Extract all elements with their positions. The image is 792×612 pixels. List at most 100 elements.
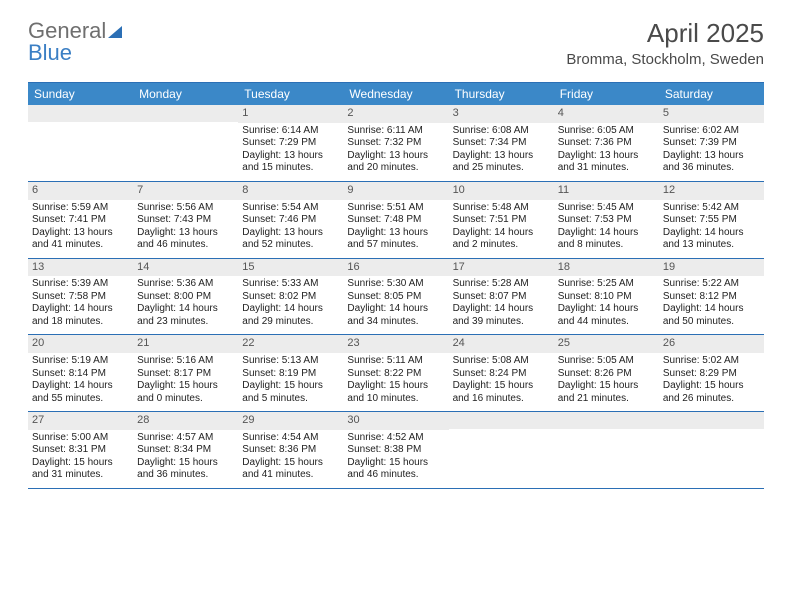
location-text: Bromma, Stockholm, Sweden <box>566 51 764 68</box>
logo-triangle-icon <box>108 26 122 38</box>
sunrise-text: Sunrise: 5:51 AM <box>347 202 444 215</box>
sunrise-text: Sunrise: 4:52 AM <box>347 432 444 445</box>
sunrise-text: Sunrise: 5:39 AM <box>32 278 129 291</box>
sunset-text: Sunset: 7:32 PM <box>347 137 444 150</box>
day-cell <box>659 412 764 488</box>
sunset-text: Sunset: 8:14 PM <box>32 368 129 381</box>
sunset-text: Sunset: 7:29 PM <box>242 137 339 150</box>
sunrise-text: Sunrise: 5:56 AM <box>137 202 234 215</box>
day-number: 17 <box>449 259 554 277</box>
sunset-text: Sunset: 8:38 PM <box>347 444 444 457</box>
day-number: 19 <box>659 259 764 277</box>
day-number: 14 <box>133 259 238 277</box>
sunrise-text: Sunrise: 6:14 AM <box>242 125 339 138</box>
day-cell: 18Sunrise: 5:25 AMSunset: 8:10 PMDayligh… <box>554 259 659 335</box>
day-number: 22 <box>238 335 343 353</box>
day-number: 30 <box>343 412 448 430</box>
daylight-text: Daylight: 13 hours and 31 minutes. <box>558 150 655 175</box>
week-row: 1Sunrise: 6:14 AMSunset: 7:29 PMDaylight… <box>28 105 764 182</box>
daylight-text: Daylight: 13 hours and 41 minutes. <box>32 227 129 252</box>
day-number: 15 <box>238 259 343 277</box>
daylight-text: Daylight: 14 hours and 13 minutes. <box>663 227 760 252</box>
daylight-text: Daylight: 13 hours and 20 minutes. <box>347 150 444 175</box>
sunrise-text: Sunrise: 5:02 AM <box>663 355 760 368</box>
sunset-text: Sunset: 8:22 PM <box>347 368 444 381</box>
sunset-text: Sunset: 8:05 PM <box>347 291 444 304</box>
sunrise-text: Sunrise: 5:48 AM <box>453 202 550 215</box>
day-number: 4 <box>554 105 659 123</box>
day-cell: 2Sunrise: 6:11 AMSunset: 7:32 PMDaylight… <box>343 105 448 181</box>
day-number: 25 <box>554 335 659 353</box>
day-number: 9 <box>343 182 448 200</box>
dow-tuesday: Tuesday <box>238 83 343 105</box>
logo-text-blue: Blue <box>28 40 72 65</box>
title-block: April 2025 Bromma, Stockholm, Sweden <box>566 18 764 68</box>
sunset-text: Sunset: 7:51 PM <box>453 214 550 227</box>
daylight-text: Daylight: 13 hours and 46 minutes. <box>137 227 234 252</box>
sunset-text: Sunset: 8:34 PM <box>137 444 234 457</box>
sunrise-text: Sunrise: 5:42 AM <box>663 202 760 215</box>
week-row: 27Sunrise: 5:00 AMSunset: 8:31 PMDayligh… <box>28 412 764 489</box>
day-cell: 20 Sunrise: 5:19 AMSunset: 8:14 PMDayligh… <box>28 335 133 411</box>
daylight-text: Daylight: 15 hours and 26 minutes. <box>663 380 760 405</box>
daylight-text: Daylight: 13 hours and 57 minutes. <box>347 227 444 252</box>
day-cell: 27Sunrise: 5:00 AMSunset: 8:31 PMDayligh… <box>28 412 133 488</box>
day-cell: 19Sunrise: 5:22 AMSunset: 8:12 PMDayligh… <box>659 259 764 335</box>
day-cell: 6Sunrise: 5:59 AMSunset: 7:41 PMDaylight… <box>28 182 133 258</box>
daylight-text: Daylight: 15 hours and 31 minutes. <box>32 457 129 482</box>
day-number: 21 <box>133 335 238 353</box>
day-number <box>449 412 554 429</box>
dow-saturday: Saturday <box>659 83 764 105</box>
daylight-text: Daylight: 15 hours and 21 minutes. <box>558 380 655 405</box>
day-number: 3 <box>449 105 554 123</box>
daylight-text: Daylight: 14 hours and 55 minutes. <box>32 380 129 405</box>
day-cell: 11Sunrise: 5:45 AMSunset: 7:53 PMDayligh… <box>554 182 659 258</box>
day-number: 11 <box>554 182 659 200</box>
daylight-text: Daylight: 14 hours and 39 minutes. <box>453 303 550 328</box>
week-row: 6Sunrise: 5:59 AMSunset: 7:41 PMDaylight… <box>28 182 764 259</box>
daylight-text: Daylight: 15 hours and 41 minutes. <box>242 457 339 482</box>
day-cell: 10Sunrise: 5:48 AMSunset: 7:51 PMDayligh… <box>449 182 554 258</box>
day-number: 20 <box>28 335 133 353</box>
dow-friday: Friday <box>554 83 659 105</box>
sunrise-text: Sunrise: 5:22 AM <box>663 278 760 291</box>
daylight-text: Daylight: 13 hours and 36 minutes. <box>663 150 760 175</box>
day-number: 27 <box>28 412 133 430</box>
day-cell <box>28 105 133 181</box>
day-number: 16 <box>343 259 448 277</box>
sunrise-text: Sunrise: 6:08 AM <box>453 125 550 138</box>
daylight-text: Daylight: 14 hours and 8 minutes. <box>558 227 655 252</box>
sunrise-text: Sunrise: 5:59 AM <box>32 202 129 215</box>
week-row: 20Sunrise: 5:19 AMSunset: 8:14 PMDayligh… <box>28 335 764 412</box>
day-cell: 7Sunrise: 5:56 AMSunset: 7:43 PMDaylight… <box>133 182 238 258</box>
sunset-text: Sunset: 8:17 PM <box>137 368 234 381</box>
weeks-container: 1Sunrise: 6:14 AMSunset: 7:29 PMDaylight… <box>28 105 764 489</box>
sunrise-text: Sunrise: 5:19 AM <box>32 355 129 368</box>
day-cell: 16Sunrise: 5:30 AMSunset: 8:05 PMDayligh… <box>343 259 448 335</box>
sunset-text: Sunset: 8:29 PM <box>663 368 760 381</box>
sunset-text: Sunset: 8:07 PM <box>453 291 550 304</box>
sunrise-text: Sunrise: 5:16 AM <box>137 355 234 368</box>
daylight-text: Daylight: 14 hours and 44 minutes. <box>558 303 655 328</box>
dow-sunday: Sunday <box>28 83 133 105</box>
day-of-week-header: Sunday Monday Tuesday Wednesday Thursday… <box>28 83 764 105</box>
sunset-text: Sunset: 7:39 PM <box>663 137 760 150</box>
sunrise-text: Sunrise: 5:13 AM <box>242 355 339 368</box>
month-title: April 2025 <box>566 18 764 49</box>
day-cell: 8Sunrise: 5:54 AMSunset: 7:46 PMDaylight… <box>238 182 343 258</box>
day-cell: 30Sunrise: 4:52 AMSunset: 8:38 PMDayligh… <box>343 412 448 488</box>
day-number: 28 <box>133 412 238 430</box>
sunrise-text: Sunrise: 5:33 AM <box>242 278 339 291</box>
day-cell: 1Sunrise: 6:14 AMSunset: 7:29 PMDaylight… <box>238 105 343 181</box>
sunset-text: Sunset: 7:55 PM <box>663 214 760 227</box>
sunset-text: Sunset: 8:36 PM <box>242 444 339 457</box>
header: General April 2025 Bromma, Stockholm, Sw… <box>0 0 792 76</box>
day-number: 23 <box>343 335 448 353</box>
sunset-text: Sunset: 7:58 PM <box>32 291 129 304</box>
sunset-text: Sunset: 8:02 PM <box>242 291 339 304</box>
sunset-text: Sunset: 8:12 PM <box>663 291 760 304</box>
day-number: 26 <box>659 335 764 353</box>
day-cell <box>449 412 554 488</box>
day-number: 2 <box>343 105 448 123</box>
sunset-text: Sunset: 8:26 PM <box>558 368 655 381</box>
